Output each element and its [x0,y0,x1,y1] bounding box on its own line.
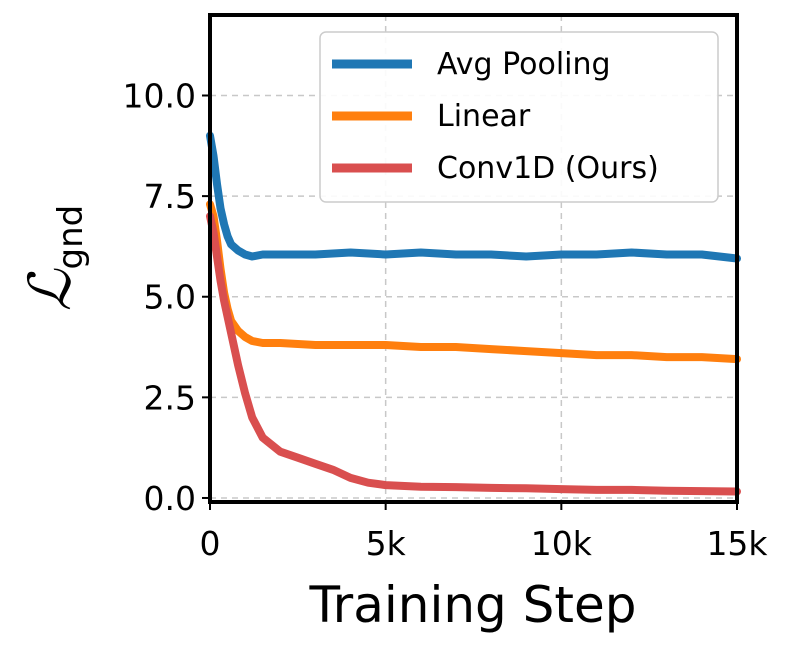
y-tick-label: 2.5 [144,378,196,417]
x-tick-label: 0 [200,524,221,563]
svg-text:ℒgnd: ℒgnd [16,205,91,312]
legend: Avg Pooling Linear Conv1D (Ours) [319,31,719,203]
series-line-avg-pooling [206,131,741,263]
legend-label: Avg Pooling [437,47,611,82]
series-lines [206,131,741,496]
y-axis-title: ℒgnd [16,205,91,312]
series-line-conv1d-ours [206,212,741,496]
x-axis-title: Training Step [308,576,636,634]
x-ticks: 0 5k 10k 15k [200,502,768,563]
legend-box [319,31,719,203]
x-tick-label: 10k [531,524,593,563]
y-ticks: 0.0 2.5 5.0 7.5 10.0 [123,76,210,518]
x-tick-label: 5k [366,524,407,563]
x-tick-label: 15k [706,524,768,563]
y-tick-label: 7.5 [144,177,196,216]
y-tick-label: 5.0 [144,278,196,317]
legend-label: Conv1D (Ours) [437,151,659,186]
plot-frame [208,13,739,504]
y-axis-title-symbol: ℒ [16,268,84,311]
y-tick-label: 10.0 [123,76,196,115]
y-axis-title-subscript: gnd [51,205,91,270]
legend-label: Linear [437,99,531,134]
y-tick-label: 0.0 [144,479,196,518]
